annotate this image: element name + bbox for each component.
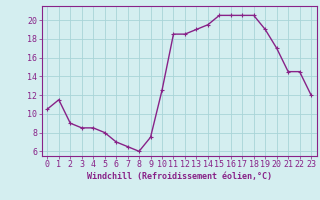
X-axis label: Windchill (Refroidissement éolien,°C): Windchill (Refroidissement éolien,°C) bbox=[87, 172, 272, 181]
